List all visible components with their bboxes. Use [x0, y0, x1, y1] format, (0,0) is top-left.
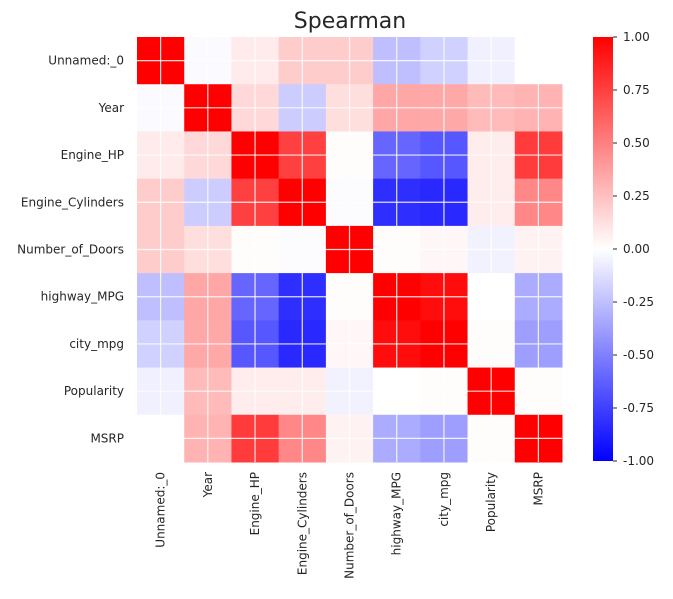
colorbar-tick-label: 0.00 — [623, 242, 650, 256]
colorbar-tick-label: 0.25 — [623, 189, 650, 203]
colorbar-tick-label: 0.50 — [623, 136, 650, 150]
colorbar-tick-label: -0.50 — [623, 348, 654, 362]
x-tick-label: city_mpg — [437, 472, 451, 527]
x-tick-label: Year — [201, 472, 215, 498]
chart-title: Spearman — [294, 9, 406, 34]
y-tick-label: Unnamed:_0 — [48, 54, 124, 68]
colorbar-tick-label: 0.75 — [623, 83, 650, 97]
y-tick-label: Popularity — [64, 384, 124, 398]
y-tick-label: Engine_HP — [61, 148, 124, 162]
y-tick-label: highway_MPG — [41, 290, 124, 304]
colorbar — [593, 37, 613, 461]
y-tick-label: Number_of_Doors — [17, 243, 124, 257]
y-tick-label: city_mpg — [69, 337, 124, 351]
colorbar-tick-label: -1.00 — [623, 454, 654, 468]
x-tick-label: Engine_HP — [248, 472, 262, 535]
colorbar-tick-label: -0.25 — [623, 295, 654, 309]
x-tick-label: Popularity — [484, 472, 498, 532]
y-tick-label: Year — [98, 101, 124, 115]
colorbar-tick-label: 1.00 — [623, 30, 650, 44]
x-tick-label: Unnamed:_0 — [154, 472, 168, 548]
y-tick-label: Engine_Cylinders — [21, 195, 124, 209]
x-tick-label: Engine_Cylinders — [295, 472, 309, 575]
x-tick-label: highway_MPG — [390, 472, 404, 555]
colorbar-tick-label: -0.75 — [623, 401, 654, 415]
x-tick-label: Number_of_Doors — [343, 472, 357, 579]
x-tick-label: MSRP — [531, 472, 545, 506]
y-tick-label: MSRP — [90, 431, 124, 445]
